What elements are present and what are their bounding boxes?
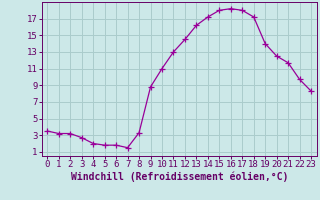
X-axis label: Windchill (Refroidissement éolien,°C): Windchill (Refroidissement éolien,°C) bbox=[70, 172, 288, 182]
